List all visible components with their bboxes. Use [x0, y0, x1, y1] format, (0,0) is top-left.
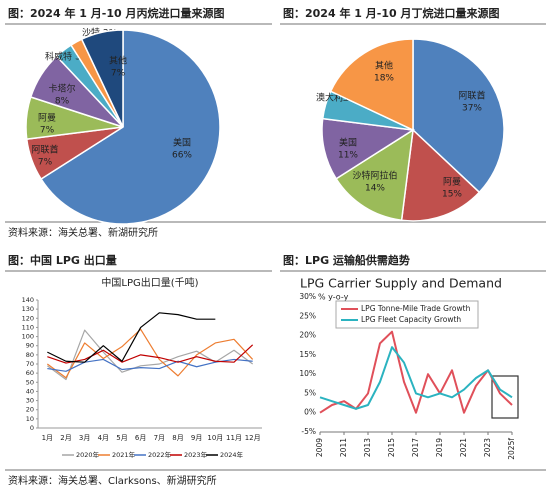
series-line: [319, 330, 513, 414]
y-tick-label: 5%: [304, 388, 316, 397]
x-tick-label: 6月: [135, 434, 146, 442]
pie-slice: [412, 38, 505, 194]
y-tick-label: 0: [30, 424, 34, 432]
y-tick-label: 90: [26, 342, 34, 350]
y-tick-label: 100: [22, 333, 34, 341]
x-tick-label: 2025f: [507, 438, 516, 460]
slice-value: 8%: [55, 97, 70, 107]
source: 资料来源：海关总署、Clarksons、新湖研究所: [8, 474, 217, 487]
y-tick-label: 120: [22, 314, 34, 322]
y-tick-label: 130: [22, 305, 34, 313]
x-tick-label: 2021: [459, 438, 468, 457]
x-tick-label: 11月: [226, 434, 242, 442]
source: 资料来源：海关总署、新湖研究所: [8, 226, 158, 239]
series-line: [47, 312, 216, 363]
x-tick-label: 2015: [387, 438, 396, 457]
y-tick-label: 30%: [299, 292, 316, 301]
slice-label: 沙特阿拉伯: [352, 170, 397, 182]
x-tick-label: 7月: [154, 434, 165, 442]
legend-label: LPG Fleet Capacity Growth: [361, 315, 461, 324]
y-tick-label: 15%: [299, 350, 316, 359]
slice-label: 阿联酋: [458, 90, 485, 102]
caption: 图：2024 年 1 月-10 月丙烷进口量来源图: [8, 6, 224, 20]
legend-label: 2020年: [76, 450, 100, 459]
series-line: [319, 346, 513, 410]
x-tick-label: 5月: [116, 434, 127, 442]
slice-label: 阿曼: [443, 177, 461, 188]
x-tick-label: 2011: [339, 438, 348, 457]
chart-subtitle: % y-o-y: [318, 293, 349, 302]
y-tick-label: -5%: [301, 427, 316, 436]
caption: 图：LPG 运输船供需趋势: [283, 253, 410, 267]
slice-value: 7%: [111, 69, 126, 79]
pie-slice: [400, 128, 481, 222]
x-tick-label: 2013: [363, 438, 372, 457]
pie-slice: [335, 128, 414, 222]
pie-slice: [329, 38, 414, 132]
chart-title: 中国LPG出口量(千吨): [101, 276, 198, 289]
slice-label: 阿曼: [38, 113, 56, 124]
series-line: [47, 344, 254, 364]
x-tick-label: 2017: [411, 438, 420, 457]
legend-box: [335, 300, 479, 329]
slice-value: 7%: [40, 126, 55, 136]
legend-label: 2021年: [112, 450, 136, 459]
slice-label: 美国: [339, 137, 357, 149]
x-tick-label: 3月: [79, 434, 90, 442]
legend-label: LPG Tonne-Mile Trade Growth: [361, 304, 471, 313]
slice-label: 其他: [375, 60, 393, 72]
slice-value: 11%: [338, 151, 358, 161]
pie-slice: [80, 29, 124, 128]
x-tick-label: 8月: [172, 434, 183, 442]
slice-label: 阿联酋: [31, 144, 58, 156]
slice-value: 14%: [365, 184, 385, 194]
series-line: [46, 329, 254, 381]
slice-label: 科威特: [45, 51, 72, 63]
slice-value: 66%: [172, 151, 192, 161]
slice-value: 18%: [374, 74, 394, 84]
y-tick-label: 80: [26, 351, 34, 359]
y-tick-label: 0%: [304, 408, 316, 417]
y-tick-label: 20%: [299, 331, 316, 340]
x-tick-label: 9月: [191, 434, 202, 442]
x-tick-label: 10月: [207, 434, 223, 442]
slice-value: 15%: [442, 190, 462, 200]
x-tick-label: 2023: [483, 438, 492, 457]
legend-label: 2023年: [184, 450, 208, 459]
pie-slice: [40, 29, 221, 225]
y-tick-label: 30: [26, 397, 34, 405]
caption: 图：中国 LPG 出口量: [8, 253, 117, 267]
y-tick-label: 140: [22, 296, 34, 304]
x-tick-label: 1月: [42, 434, 53, 442]
slice-label: 美国: [173, 137, 191, 149]
legend-label: 2024年: [220, 450, 244, 459]
legend-label: 2022年: [148, 450, 172, 459]
slice-label: 其他: [109, 55, 127, 67]
x-tick-label: 2009: [315, 438, 324, 457]
y-tick-label: 25%: [299, 311, 316, 320]
y-tick-label: 60: [26, 369, 34, 377]
y-tick-label: 110: [22, 323, 34, 331]
slice-value: 7%: [38, 158, 53, 168]
slice-value: 37%: [462, 104, 482, 114]
highlight-box: [491, 375, 519, 419]
y-tick-label: 20: [26, 406, 34, 414]
series-line: [46, 328, 254, 379]
chart-title: LPG Carrier Supply and Demand: [300, 276, 502, 291]
x-tick-label: 4月: [98, 434, 109, 442]
x-tick-label: 2019: [435, 438, 444, 457]
y-tick-label: 10: [26, 415, 34, 423]
y-tick-label: 70: [26, 360, 34, 368]
y-tick-label: 10%: [299, 369, 316, 378]
caption: 图：2024 年 1 月-10 月丁烷进口量来源图: [283, 6, 499, 20]
x-tick-label: 2月: [60, 434, 71, 442]
y-tick-label: 40: [26, 387, 34, 395]
slice-label: 卡塔尔: [48, 83, 75, 95]
y-tick-label: 50: [26, 378, 34, 386]
x-tick-label: 12月: [245, 434, 261, 442]
